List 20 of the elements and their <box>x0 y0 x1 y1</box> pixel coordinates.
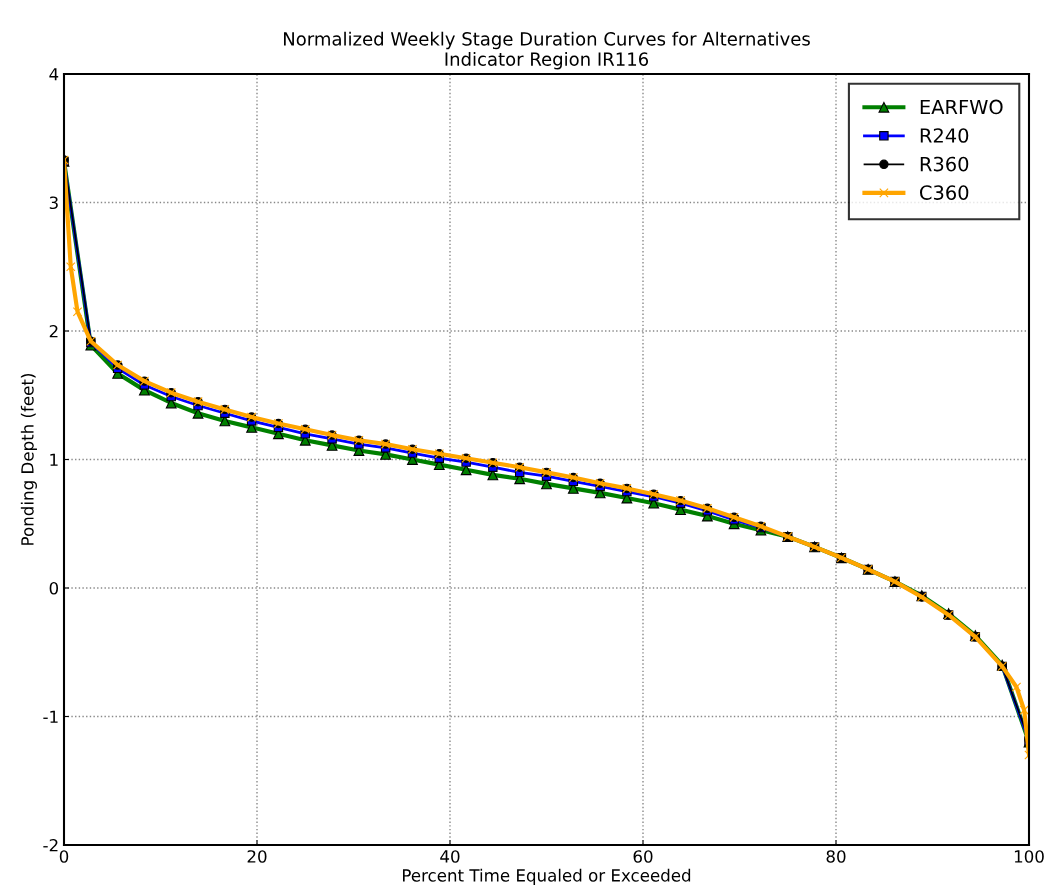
chart-title: Normalized Weekly Stage Duration Curves for Alternatives Indicator Region IR116 <box>283 31 810 70</box>
y-tick-label: 2 <box>49 324 58 338</box>
legend-label: R240 <box>920 128 969 143</box>
x-tick-label: 40 <box>440 850 460 863</box>
y-tick-label: -1 <box>43 710 58 723</box>
x-axis-title: Percent Time Equaled or Exceeded <box>403 868 691 885</box>
y-tick-label: 1 <box>50 453 58 466</box>
x-tick-label: 0 <box>59 850 69 863</box>
x-tick-label: 80 <box>826 850 846 863</box>
legend-label: C360 <box>920 185 969 200</box>
x-tick-label: 100 <box>1014 850 1044 863</box>
y-tick-label: 4 <box>49 68 59 81</box>
y-tick-label: 3 <box>49 196 58 210</box>
legend-label: R360 <box>920 156 969 172</box>
y-tick-label: -2 <box>43 838 58 852</box>
legend-label: EARFWO <box>920 99 1003 115</box>
y-tick-label: 0 <box>49 581 59 595</box>
x-tick-label: 60 <box>633 850 653 863</box>
y-axis-title: Ponding Depth (feet) <box>20 374 37 545</box>
x-tick-label: 20 <box>247 850 267 863</box>
